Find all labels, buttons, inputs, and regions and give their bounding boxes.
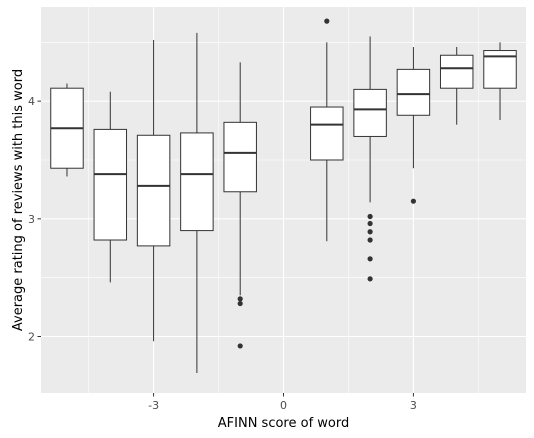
outlier-point [367, 276, 373, 282]
boxes-layer [50, 18, 517, 373]
outlier-point [410, 198, 417, 204]
box-group [136, 39, 171, 342]
x-axis-ticks: -3 0 3 [148, 393, 417, 412]
box [136, 134, 171, 247]
box [439, 54, 474, 89]
outlier-point [367, 237, 373, 243]
outlier-point [237, 343, 243, 349]
box [310, 106, 344, 161]
x-tick-label: -3 [148, 399, 159, 412]
outlier-point [367, 256, 373, 262]
box-group [180, 32, 214, 373]
box-group [93, 91, 128, 283]
box [180, 132, 214, 232]
box-group [396, 47, 431, 204]
y-axis-ticks: 2 3 4 [28, 95, 41, 344]
box-group [223, 62, 257, 349]
box [396, 68, 431, 116]
x-tick-label: 3 [410, 399, 417, 412]
outlier-point [367, 213, 373, 220]
outlier-point [367, 220, 373, 227]
box-group [50, 83, 84, 177]
box [223, 121, 257, 193]
outlier-point [367, 229, 373, 235]
box [353, 88, 387, 137]
y-tick-label: 4 [28, 95, 35, 108]
box-group [353, 36, 387, 282]
outlier-point [237, 300, 243, 307]
box-group [310, 18, 344, 242]
y-axis-title: Average rating of reviews with this word [11, 69, 26, 331]
outlier-point [237, 296, 243, 302]
box-group [439, 47, 474, 125]
x-axis-title: AFINN score of word [218, 416, 349, 431]
box-group [483, 42, 517, 120]
outlier-point [324, 18, 330, 24]
y-tick-label: 2 [28, 331, 35, 344]
box [93, 128, 128, 241]
y-tick-label: 3 [28, 213, 35, 226]
x-tick-label: 0 [280, 399, 287, 412]
